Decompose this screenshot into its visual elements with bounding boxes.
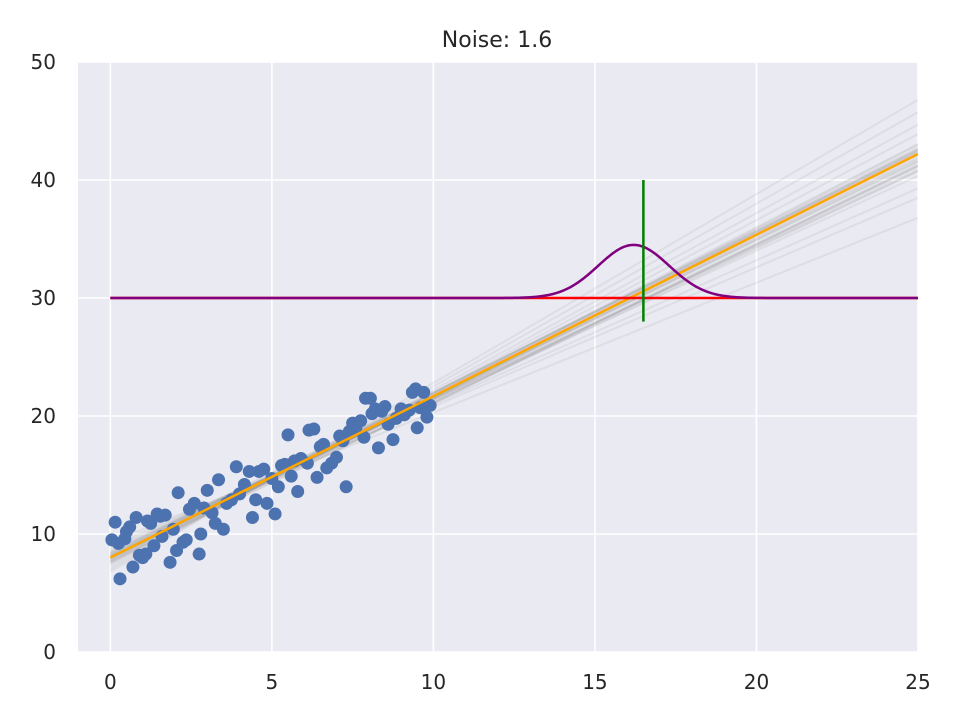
data-point bbox=[139, 547, 153, 561]
data-point bbox=[158, 508, 172, 522]
y-tick-label: 50 bbox=[31, 50, 56, 74]
data-points bbox=[105, 382, 437, 586]
data-point bbox=[163, 555, 177, 569]
x-tick-label: 20 bbox=[744, 670, 769, 694]
data-point bbox=[420, 410, 434, 424]
data-point bbox=[281, 428, 295, 442]
data-point bbox=[268, 507, 282, 521]
data-point bbox=[329, 450, 343, 464]
data-point bbox=[179, 533, 193, 547]
data-point bbox=[216, 522, 230, 536]
data-point bbox=[242, 464, 256, 478]
chart-title: Noise: 1.6 bbox=[442, 28, 552, 53]
data-point bbox=[357, 430, 371, 444]
data-point bbox=[371, 441, 385, 455]
x-tick-label: 0 bbox=[104, 670, 117, 694]
overlay-lines bbox=[109, 152, 918, 559]
x-tick-label: 10 bbox=[421, 670, 446, 694]
y-tick-label: 20 bbox=[31, 404, 56, 428]
data-point bbox=[192, 547, 206, 561]
data-point bbox=[123, 520, 137, 534]
data-point bbox=[194, 527, 208, 541]
plot-area bbox=[78, 62, 918, 652]
x-tick-label: 25 bbox=[905, 670, 930, 694]
data-point bbox=[410, 421, 424, 435]
data-point bbox=[317, 437, 331, 451]
data-point bbox=[271, 480, 285, 494]
density-curve bbox=[110, 243, 918, 300]
data-point bbox=[386, 433, 400, 447]
data-point bbox=[187, 496, 201, 510]
y-tick-label: 10 bbox=[31, 522, 56, 546]
data-point bbox=[339, 480, 353, 494]
x-tick-label: 15 bbox=[582, 670, 607, 694]
data-point bbox=[310, 470, 324, 484]
data-point bbox=[113, 572, 127, 586]
data-point bbox=[144, 516, 158, 530]
data-point bbox=[423, 398, 437, 412]
data-point bbox=[147, 539, 161, 553]
data-point bbox=[245, 510, 259, 524]
data-point bbox=[166, 522, 180, 536]
y-tick-label: 30 bbox=[31, 286, 56, 310]
sample-lines bbox=[109, 98, 918, 573]
tick-labels: 0 5 10 15 20 25 0 10 20 30 40 50 bbox=[31, 50, 931, 694]
data-point bbox=[249, 493, 263, 507]
data-point bbox=[126, 560, 140, 574]
data-point bbox=[108, 515, 122, 529]
data-point bbox=[417, 385, 431, 399]
data-point bbox=[307, 422, 321, 436]
data-point bbox=[171, 486, 185, 500]
data-point bbox=[212, 473, 226, 487]
data-point bbox=[260, 496, 274, 510]
y-tick-label: 40 bbox=[31, 168, 56, 192]
data-point bbox=[229, 460, 243, 474]
data-point bbox=[378, 400, 392, 414]
data-point bbox=[200, 483, 214, 497]
data-point bbox=[363, 391, 377, 405]
fit-line bbox=[109, 152, 918, 559]
data-point bbox=[291, 485, 305, 499]
x-tick-label: 5 bbox=[265, 670, 278, 694]
data-point bbox=[284, 469, 298, 483]
data-point bbox=[129, 510, 143, 524]
data-point bbox=[257, 462, 271, 476]
y-tick-label: 0 bbox=[43, 640, 56, 664]
data-point bbox=[354, 414, 368, 428]
